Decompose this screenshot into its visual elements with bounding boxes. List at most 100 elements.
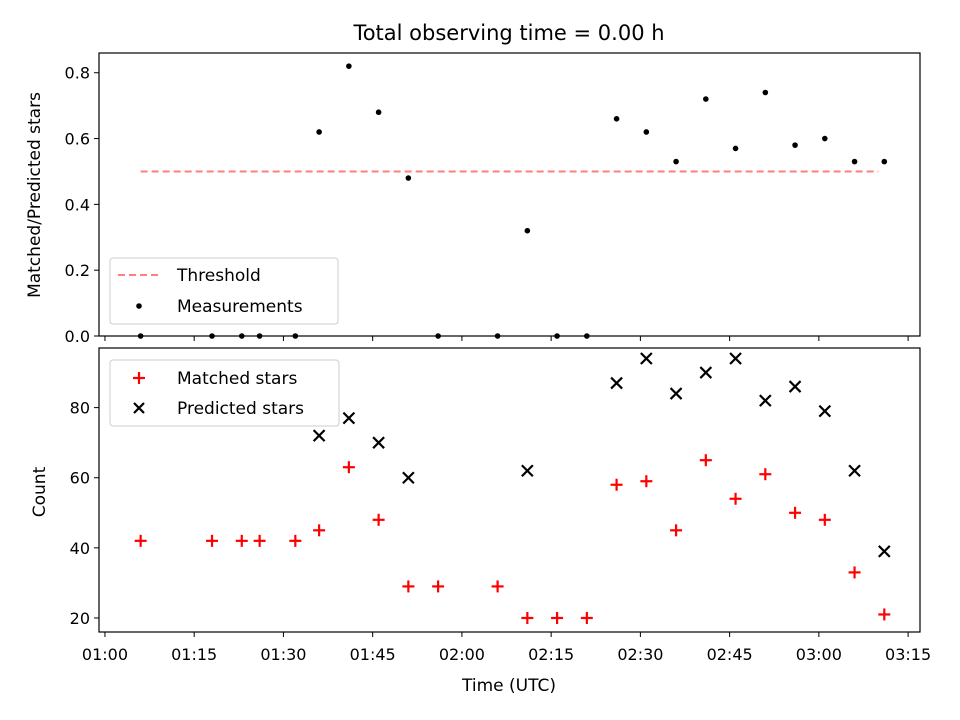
bottom-legend: Matched stars Predicted stars bbox=[109, 359, 340, 427]
top-plot-marks bbox=[137, 63, 888, 339]
predicted-star-point bbox=[402, 471, 415, 485]
measurement-point bbox=[316, 129, 322, 135]
matched-star-point bbox=[878, 608, 891, 621]
measurement-point bbox=[613, 116, 620, 122]
bottom-y-tick-label: 60 bbox=[70, 469, 90, 488]
x-tick-label: 03:00 bbox=[796, 645, 842, 664]
measurement-point bbox=[292, 333, 299, 339]
matched-star-point bbox=[402, 580, 415, 593]
matched-star-point bbox=[699, 454, 712, 467]
measurement-point bbox=[524, 227, 531, 234]
top-panel: 0.00.20.40.60.8 Matched/Predicted stars … bbox=[25, 52, 921, 346]
bottom-y-axis-label: Count bbox=[30, 466, 50, 517]
measurement-point bbox=[375, 109, 382, 116]
predicted-star-point bbox=[640, 352, 653, 365]
measurement-point bbox=[256, 333, 263, 339]
x-tick-label: 01:30 bbox=[260, 645, 306, 664]
matched-star-point bbox=[759, 468, 772, 481]
x-tick-label: 02:00 bbox=[439, 645, 485, 664]
legend-measurements-swatch bbox=[136, 303, 142, 309]
matched-star-point bbox=[729, 492, 742, 505]
measurement-point bbox=[554, 333, 560, 339]
measurement-point bbox=[238, 333, 245, 339]
legend-predicted-label: Predicted stars bbox=[177, 399, 304, 419]
x-tick-label: 03:15 bbox=[885, 645, 931, 664]
measurement-point bbox=[881, 158, 888, 165]
measurement-point bbox=[209, 333, 215, 339]
predicted-star-point bbox=[669, 387, 683, 400]
top-legend-box bbox=[109, 257, 339, 325]
measurement-point bbox=[851, 158, 858, 165]
bottom-legend-box bbox=[109, 359, 340, 427]
matched-star-point bbox=[818, 513, 831, 526]
matched-star-point bbox=[580, 611, 593, 624]
legend-threshold-label: Threshold bbox=[176, 266, 261, 286]
bottom-x-axis: 01:00 01:15 01:30 01:45 02:00 02:15 02:30 02:45… bbox=[82, 632, 931, 664]
top-y-tick-label: 0.8 bbox=[65, 64, 90, 83]
top-y-axis: 0.0 0.2 0.4 0.6 0.8 bbox=[65, 64, 99, 346]
predicted-star-point bbox=[699, 366, 713, 379]
legend-matched-label: Matched stars bbox=[177, 369, 297, 389]
measurement-point bbox=[703, 96, 709, 102]
matched-star-point bbox=[521, 611, 534, 624]
legend-predicted-swatch bbox=[133, 402, 145, 414]
top-x-axis bbox=[104, 336, 909, 341]
bottom-plot-frame bbox=[98, 347, 921, 633]
matched-star-point bbox=[432, 580, 445, 593]
matched-star-point bbox=[206, 534, 219, 547]
x-tick-label: 02:45 bbox=[707, 645, 753, 664]
matched-star-point bbox=[848, 566, 861, 579]
bottom-y-tick-label: 40 bbox=[70, 539, 90, 558]
measurement-point bbox=[822, 135, 828, 142]
x-tick-label: 02:30 bbox=[617, 645, 663, 664]
matched-star-point bbox=[289, 534, 302, 547]
bottom-y-tick-label: 80 bbox=[70, 399, 90, 418]
measurement-point bbox=[584, 333, 590, 339]
predicted-star-point bbox=[342, 411, 356, 425]
predicted-star-point bbox=[521, 464, 534, 477]
matched-star-point bbox=[342, 461, 355, 474]
top-y-tick-label: 0.2 bbox=[65, 261, 90, 280]
top-y-tick-label: 0.0 bbox=[65, 327, 90, 346]
chart-title: Total observing time = 0.00 h bbox=[352, 21, 664, 45]
matched-star-point bbox=[640, 475, 653, 488]
measurement-point bbox=[792, 142, 798, 148]
measurement-point bbox=[762, 89, 769, 96]
predicted-star-point bbox=[878, 545, 891, 558]
predicted-star-point bbox=[759, 394, 772, 407]
measurement-point bbox=[405, 175, 412, 181]
bottom-y-tick-label: 20 bbox=[70, 609, 90, 628]
legend-measurements-label: Measurements bbox=[177, 297, 303, 317]
matched-star-point bbox=[551, 611, 564, 624]
measurement-point bbox=[494, 333, 501, 339]
x-tick-label: 01:00 bbox=[82, 645, 128, 664]
matched-star-point bbox=[372, 513, 385, 526]
predicted-star-point bbox=[788, 380, 802, 393]
matched-star-point bbox=[670, 524, 683, 537]
x-tick-label: 01:15 bbox=[171, 645, 217, 664]
matched-star-point bbox=[610, 478, 623, 491]
measurement-point bbox=[673, 158, 679, 165]
top-plot-frame bbox=[98, 52, 921, 337]
matched-star-point bbox=[235, 534, 248, 547]
matched-star-point bbox=[491, 580, 504, 593]
legend-matched-swatch bbox=[133, 372, 145, 384]
predicted-star-point bbox=[610, 376, 623, 390]
x-tick-label: 02:15 bbox=[528, 645, 574, 664]
measurement-point bbox=[732, 145, 739, 152]
predicted-star-point bbox=[372, 436, 385, 449]
measurement-point bbox=[435, 333, 441, 339]
measurement-point bbox=[346, 63, 352, 69]
predicted-star-point bbox=[818, 404, 832, 418]
x-tick-label: 01:45 bbox=[350, 645, 396, 664]
matched-star-point bbox=[313, 524, 326, 537]
top-y-tick-label: 0.6 bbox=[65, 130, 90, 149]
bottom-y-axis: 20 40 60 80 bbox=[70, 399, 99, 628]
measurement-point bbox=[137, 333, 144, 339]
matched-star-point bbox=[253, 534, 266, 547]
x-axis-label: Time (UTC) bbox=[461, 676, 556, 696]
bottom-plot-marks bbox=[134, 352, 891, 624]
predicted-star-point bbox=[848, 464, 861, 477]
